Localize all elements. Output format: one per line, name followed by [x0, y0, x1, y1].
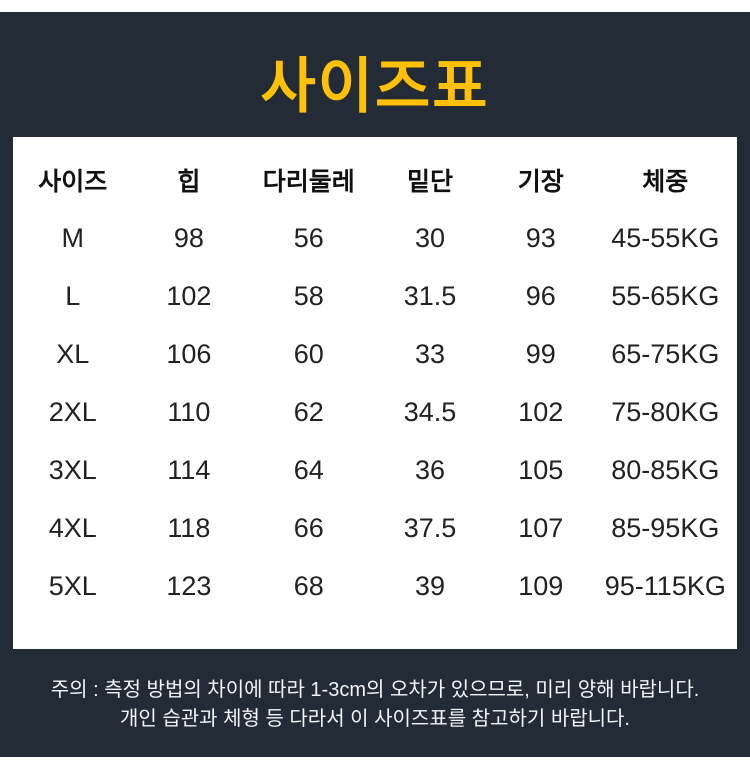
table-row: 4XL 118 66 37.5 107 85-95KG: [13, 499, 737, 557]
table-row: 5XL 123 68 39 109 95-115KG: [13, 557, 737, 615]
bottom-border-strip: [0, 757, 750, 766]
table-cell-hip: 123: [166, 570, 212, 601]
table-cell-hem: 36: [414, 454, 446, 485]
top-border-strip: [0, 0, 750, 12]
table-cell-leg: 64: [293, 454, 324, 485]
table-cell-hem: 31.5: [403, 280, 457, 311]
column-header-length: 기장: [517, 168, 564, 196]
table-cell-hem: 39: [414, 570, 446, 601]
table-cell-hem: 33: [414, 338, 446, 369]
table-cell-hip: 114: [167, 454, 211, 485]
table-header-row: 사이즈 힙 다리둘레 밑단 기장 체중: [13, 151, 737, 209]
table-cell-length: 109: [518, 570, 564, 601]
table-cell-length: 96: [525, 280, 556, 311]
table-cell-weight: 95-115KG: [604, 570, 726, 601]
table-cell-size: L: [65, 280, 81, 311]
notice-line-2: 개인 습관과 체형 등 다라서 이 사이즈표를 참고하기 바랍니다.: [119, 708, 630, 730]
table-cell-size: XL: [56, 338, 90, 369]
table-cell-size: M: [61, 222, 84, 253]
table-cell-hip: 110: [167, 396, 211, 427]
column-header-hem: 밑단: [406, 168, 453, 196]
column-header-weight: 체중: [642, 168, 689, 196]
table-row: XL 106 60 33 99 65-75KG: [13, 325, 737, 383]
table-cell-leg: 58: [293, 280, 324, 311]
column-header-hip: 힙: [177, 168, 201, 196]
table-cell-hem: 34.5: [403, 396, 457, 427]
table-row: 3XL 114 64 36 105 80-85KG: [13, 441, 737, 499]
table-cell-hem: 30: [414, 222, 446, 253]
size-table-panel: 사이즈 힙 다리둘레 밑단 기장 체중 M 98 56 30 93 45-55K…: [13, 137, 737, 649]
table-cell-hip: 102: [166, 280, 212, 311]
table-row: M 98 56 30 93 45-55KG: [13, 209, 737, 267]
table-cell-size: 4XL: [48, 512, 97, 543]
table-cell-leg: 60: [293, 338, 324, 369]
size-table: 사이즈 힙 다리둘레 밑단 기장 체중 M 98 56 30 93 45-55K…: [13, 151, 737, 615]
table-cell-weight: 80-85KG: [611, 454, 720, 485]
table-cell-leg: 56: [293, 222, 324, 253]
table-cell-length: 105: [518, 454, 564, 485]
table-cell-weight: 75-80KG: [611, 396, 720, 427]
table-cell-weight: 65-75KG: [611, 338, 720, 369]
table-cell-size: 2XL: [48, 396, 97, 427]
page-title: 사이즈표: [260, 53, 490, 120]
table-cell-leg: 68: [293, 570, 324, 601]
column-header-leg: 다리둘레: [262, 168, 355, 196]
table-cell-weight: 85-95KG: [611, 512, 720, 543]
table-row: L 102 58 31.5 96 55-65KG: [13, 267, 737, 325]
table-cell-leg: 62: [293, 396, 324, 427]
table-cell-hip: 98: [173, 222, 204, 253]
notice-text: 주의 : 측정 방법의 차이에 따라 1-3cm의 오차가 있으므로, 미리 양…: [0, 676, 750, 734]
table-cell-weight: 45-55KG: [611, 222, 720, 253]
table-cell-hip: 106: [166, 338, 212, 369]
table-cell-size: 5XL: [48, 570, 97, 601]
table-cell-hip: 118: [167, 512, 211, 543]
table-cell-length: 107: [518, 512, 564, 543]
table-cell-length: 93: [525, 222, 556, 253]
column-header-size: 사이즈: [38, 168, 108, 196]
table-cell-leg: 66: [293, 512, 324, 543]
table-cell-length: 99: [525, 338, 556, 369]
table-cell-size: 3XL: [48, 454, 97, 485]
table-row: 2XL 110 62 34.5 102 75-80KG: [13, 383, 737, 441]
notice-line-1: 주의 : 측정 방법의 차이에 따라 1-3cm의 오차가 있으므로, 미리 양…: [50, 679, 700, 701]
table-cell-length: 102: [518, 396, 564, 427]
table-cell-weight: 55-65KG: [611, 280, 720, 311]
table-cell-hem: 37.5: [403, 512, 457, 543]
